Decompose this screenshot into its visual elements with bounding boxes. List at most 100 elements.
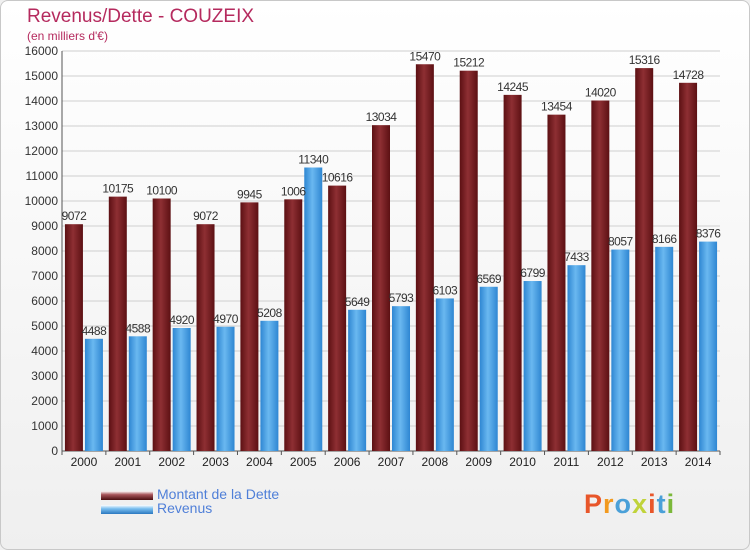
y-tick-label: 16000: [25, 44, 59, 58]
bar-dette: [152, 198, 171, 451]
y-tick-label: 4000: [31, 344, 58, 358]
data-label-dette: 10616: [322, 171, 354, 185]
data-label-revenus: 6103: [433, 283, 459, 297]
bar-dette: [503, 94, 522, 451]
bar-revenus: [611, 249, 630, 451]
x-tick-label: 2002: [158, 455, 185, 469]
bar-revenus: [655, 246, 674, 451]
data-label-dette: 9945: [237, 187, 263, 201]
bar-revenus: [479, 286, 498, 451]
x-tick-label: 2011: [554, 455, 580, 469]
legend-swatch-dette: [101, 491, 153, 500]
x-tick-label: 2004: [246, 455, 273, 469]
data-label-dette: 14728: [673, 68, 705, 82]
data-label-revenus: 5793: [389, 291, 415, 305]
x-tick-label: 2007: [378, 455, 405, 469]
bar-revenus: [523, 281, 542, 451]
x-tick-label: 2005: [290, 455, 317, 469]
y-tick-label: 2000: [31, 394, 58, 408]
data-label-dette: 9072: [193, 209, 219, 223]
data-label-revenus: 8057: [608, 235, 634, 249]
data-label-revenus: 6799: [520, 266, 546, 280]
bar-dette: [459, 70, 478, 451]
bar-revenus: [128, 336, 147, 451]
data-label-revenus: 11340: [298, 153, 329, 167]
bar-revenus: [435, 298, 454, 451]
data-label-dette: 14245: [497, 80, 529, 94]
data-label-revenus: 7433: [564, 250, 590, 264]
data-label-revenus: 4588: [125, 321, 151, 335]
data-label-dette: 14020: [585, 86, 617, 100]
bar-revenus: [699, 241, 718, 451]
bar-dette: [635, 68, 654, 451]
data-label-revenus: 5649: [345, 295, 371, 309]
y-tick-label: 13000: [25, 119, 59, 133]
data-label-revenus: 4488: [82, 324, 108, 338]
y-tick-label: 11000: [26, 169, 59, 183]
data-label-revenus: 8166: [652, 232, 678, 246]
x-tick-label: 2010: [509, 455, 536, 469]
data-label-dette: 1006: [281, 184, 307, 198]
y-tick-label: 3000: [31, 369, 58, 383]
y-tick-label: 14000: [25, 94, 59, 108]
bar-revenus: [172, 328, 191, 451]
data-label-dette: 13454: [541, 100, 573, 114]
bar-revenus: [567, 265, 586, 451]
legend-label-revenus: Revenus: [157, 500, 213, 516]
bar-revenus: [84, 338, 103, 451]
x-tick-label: 2008: [422, 455, 449, 469]
x-tick-label: 2014: [685, 455, 712, 469]
data-label-dette: 10175: [102, 182, 134, 196]
data-label-revenus: 4970: [213, 312, 239, 326]
data-label-revenus: 6569: [476, 272, 502, 286]
x-tick-label: 2013: [641, 455, 668, 469]
data-label-dette: 15212: [453, 56, 485, 70]
data-label-dette: 15470: [409, 49, 441, 63]
bar-dette: [196, 224, 215, 451]
x-tick-label: 2001: [114, 455, 141, 469]
bar-dette: [547, 114, 566, 452]
x-tick-label: 2003: [202, 455, 229, 469]
data-label-dette: 13034: [366, 110, 398, 124]
data-label-revenus: 5208: [257, 306, 283, 320]
y-tick-label: 9000: [31, 219, 58, 233]
x-tick-label: 2006: [334, 455, 361, 469]
x-tick-label: 2000: [71, 455, 98, 469]
chart-title: Revenus/Dette - COUZEIX: [27, 6, 255, 27]
grid-lines: [62, 50, 720, 452]
bar-dette: [328, 185, 347, 451]
data-label-dette: 10100: [146, 184, 178, 198]
y-tick-label: 5000: [31, 319, 58, 333]
y-tick-label: 15000: [25, 69, 59, 83]
bar-revenus: [260, 320, 279, 451]
data-label-revenus: 8376: [696, 227, 722, 241]
bars: [64, 64, 718, 452]
bar-dette: [240, 202, 259, 451]
y-tick-label: 10000: [25, 194, 59, 208]
bar-dette: [108, 196, 127, 451]
chart-subtitle: (en milliers d'€): [27, 29, 108, 43]
value-labels: 9072 4488 10175 4588 10100 4920 9072 4970 9945 52…: [62, 49, 722, 338]
bar-dette: [415, 64, 434, 451]
y-tick-label: 12000: [25, 144, 59, 158]
bar-dette: [679, 82, 698, 452]
bar-dette: [64, 224, 83, 451]
bar-dette: [284, 199, 303, 451]
legend-label-dette: Montant de la Dette: [157, 486, 280, 502]
x-tick-label: 2012: [597, 455, 624, 469]
data-label-dette: 9072: [62, 209, 88, 223]
bar-revenus: [304, 167, 323, 451]
y-tick-label: 0: [51, 444, 58, 458]
y-tick-label: 6000: [31, 294, 58, 308]
y-tick-label: 7000: [31, 269, 58, 283]
legend-swatch-revenus: [101, 505, 153, 514]
x-tick-label: 2009: [465, 455, 492, 469]
data-label-revenus: 4920: [169, 313, 195, 327]
bar-dette: [591, 100, 610, 451]
bar-revenus: [392, 306, 410, 451]
bar-revenus: [348, 309, 367, 451]
bar-dette: [372, 125, 390, 452]
bar-revenus: [216, 326, 235, 451]
y-tick-label: 8000: [31, 244, 58, 258]
